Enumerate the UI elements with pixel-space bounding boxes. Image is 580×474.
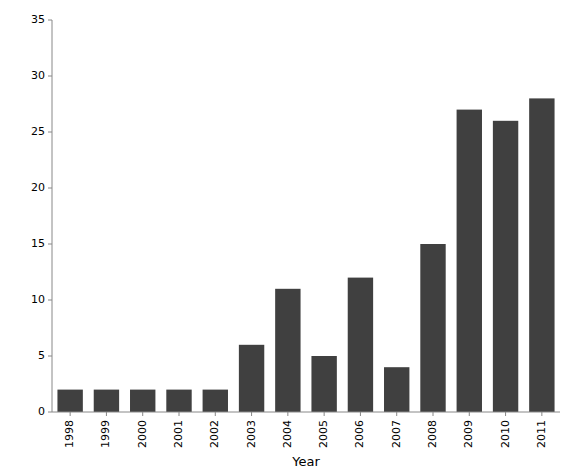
bar [348, 278, 373, 412]
x-tick [142, 412, 143, 416]
x-tick-label: 2005 [317, 420, 330, 448]
bar [384, 367, 409, 412]
y-tick-label: 10 [31, 293, 45, 306]
bar [239, 345, 264, 412]
y-tick-label: 25 [31, 125, 45, 138]
y-tick-label: 30 [31, 69, 45, 82]
x-tick-label: 2004 [281, 420, 294, 448]
bar [203, 390, 228, 412]
x-tick-label: 2010 [499, 420, 512, 448]
bar [275, 289, 300, 412]
x-tick [251, 412, 252, 416]
x-tick [324, 412, 325, 416]
bars [57, 98, 554, 412]
x-tick-label: 1999 [99, 420, 112, 448]
y-axis-line [52, 20, 53, 412]
x-tick-label: 2008 [426, 420, 439, 448]
y-tick [48, 76, 52, 77]
bar [420, 244, 445, 412]
bar [130, 390, 155, 412]
x-tick-label: 2000 [136, 420, 149, 448]
x-tick-label: 2002 [208, 420, 221, 448]
x-tick [469, 412, 470, 416]
y-tick-label: 5 [38, 349, 45, 362]
x-tick [541, 412, 542, 416]
x-tick [505, 412, 506, 416]
y-tick [48, 356, 52, 357]
x-tick [70, 412, 71, 416]
chart-container: 0 5 10 15 20 25 30 35 1998 1999 2000 2001 2002 2003 20… [0, 0, 580, 474]
x-axis-label: Year [291, 454, 320, 469]
y-tick-label: 15 [31, 237, 45, 250]
y-tick [48, 300, 52, 301]
y-tick [48, 188, 52, 189]
x-tick-label: 2003 [245, 420, 258, 448]
bar [94, 390, 119, 412]
x-tick [396, 412, 397, 416]
bar [493, 121, 518, 412]
axes: 0 5 10 15 20 25 30 35 1998 1999 2000 2001 2002 2003 20… [31, 13, 560, 448]
x-tick [360, 412, 361, 416]
x-tick [433, 412, 434, 416]
x-axis-line [52, 412, 560, 413]
bar [166, 390, 191, 412]
bar [57, 390, 82, 412]
y-tick-label: 0 [38, 405, 45, 418]
x-tick [287, 412, 288, 416]
y-tick [48, 412, 52, 413]
chart-svg: 0 5 10 15 20 25 30 35 1998 1999 2000 2001 2002 2003 20… [0, 0, 580, 474]
bar [311, 356, 336, 412]
y-tick-label: 20 [31, 181, 45, 194]
x-tick-label: 2007 [390, 420, 403, 448]
x-tick-label: 1998 [63, 420, 76, 448]
x-tick [106, 412, 107, 416]
x-tick-label: 2009 [462, 420, 475, 448]
bar [529, 98, 554, 412]
x-tick-label: 2001 [172, 420, 185, 448]
x-tick [179, 412, 180, 416]
bar [457, 110, 482, 412]
x-tick-label: 2006 [353, 420, 366, 448]
x-tick [215, 412, 216, 416]
y-tick [48, 132, 52, 133]
y-tick [48, 20, 52, 21]
x-tick-label: 2011 [535, 420, 548, 448]
y-tick-label: 35 [31, 13, 45, 26]
y-tick [48, 244, 52, 245]
